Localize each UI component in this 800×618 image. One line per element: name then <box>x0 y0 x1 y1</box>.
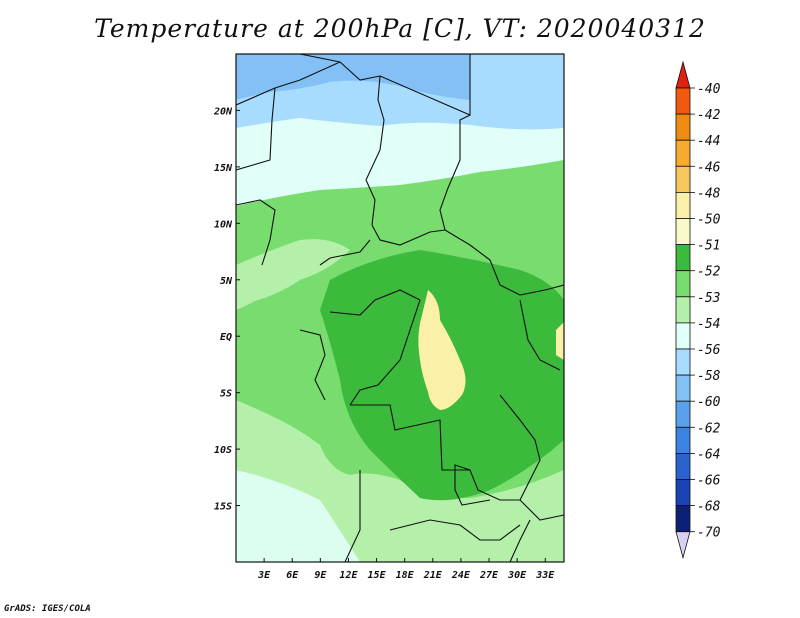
latitude-axis: 20N 15N 10N 5N EQ 5S 10S 15S <box>213 106 240 513</box>
lat-tick-label: 5S <box>220 389 232 400</box>
lon-tick-label: 18E <box>396 570 415 581</box>
lon-tick-label: 33E <box>535 570 555 581</box>
colorbar-label: -66 <box>697 474 721 489</box>
colorbar-label: -46 <box>697 160 721 175</box>
colorbar-label: -40 <box>697 82 721 97</box>
lon-tick-label: 15E <box>368 570 387 581</box>
colorbar-label: -56 <box>697 343 721 358</box>
lon-tick-label: 30E <box>507 570 527 581</box>
colorbar-label: -70 <box>697 526 721 541</box>
colorbar-label: -54 <box>697 317 720 332</box>
colorbar-swatch <box>675 218 691 246</box>
colorbar-swatch <box>675 139 691 167</box>
lon-tick-label: 12E <box>339 570 358 581</box>
colorbar-label: -52 <box>697 265 721 280</box>
colorbar-label: -60 <box>697 395 721 410</box>
lon-tick-label: 3E <box>257 570 271 581</box>
colorbar-label: -44 <box>697 134 720 149</box>
lat-tick-label: 15N <box>214 163 233 174</box>
colorbar-label: -68 <box>697 500 721 515</box>
lat-tick-label: 15S <box>214 502 232 513</box>
colorbar-swatch <box>675 244 691 272</box>
colorbar-swatch <box>675 400 691 428</box>
country-borders <box>236 54 564 562</box>
grads-credit: GrADS: IGES/COLA <box>4 604 91 614</box>
colorbar-swatch <box>675 452 691 480</box>
lon-tick-label: 27E <box>479 570 499 581</box>
longitude-axis: 3E 6E 9E 12E 15E 18E 21E 24E 27E 30E 33E <box>257 558 555 581</box>
lon-tick-label: 9E <box>314 570 327 581</box>
colorbar-label: -48 <box>697 186 721 201</box>
colorbar-swatch <box>675 113 691 141</box>
colorbar-label: -42 <box>697 108 721 123</box>
colorbar-label: -53 <box>697 291 720 306</box>
colorbar-swatch <box>675 426 691 454</box>
colorbar-swatch <box>675 505 691 533</box>
colorbar-swatch <box>675 348 691 376</box>
colorbar-swatch <box>675 322 691 350</box>
lon-tick-label: 6E <box>286 570 299 581</box>
colorbar: -40 -42 -44 -46 -48 -50 -51 -52 -53 -54 -56 -58 -60 -… <box>675 60 721 560</box>
colorbar-swatch <box>675 296 691 324</box>
colorbar-label: -58 <box>697 369 721 384</box>
colorbar-bottom-arrow <box>675 531 691 560</box>
colorbar-swatch <box>675 270 691 298</box>
colorbar-label: -50 <box>697 213 721 228</box>
lat-tick-label: 20N <box>213 106 233 117</box>
map-frame <box>235 53 565 563</box>
lat-tick-label: EQ <box>220 332 232 343</box>
lat-tick-label: 10N <box>214 219 233 230</box>
colorbar-swatch <box>675 165 691 193</box>
lat-tick-label: 10S <box>214 445 232 456</box>
colorbar-swatch <box>675 374 691 402</box>
colorbar-swatch <box>675 87 691 115</box>
temperature-field <box>236 54 564 562</box>
colorbar-swatch <box>675 191 691 219</box>
lon-tick-label: 21E <box>423 570 443 581</box>
lat-tick-label: 5N <box>220 276 233 287</box>
lon-tick-label: 24E <box>451 570 471 581</box>
colorbar-swatch <box>675 479 691 507</box>
colorbar-label: -62 <box>697 421 721 436</box>
colorbar-top-arrow <box>675 60 691 89</box>
colorbar-label: -64 <box>697 447 720 462</box>
colorbar-label: -51 <box>697 239 720 254</box>
map-title: Temperature at 200hPa [C], VT: 202004031… <box>94 14 706 43</box>
